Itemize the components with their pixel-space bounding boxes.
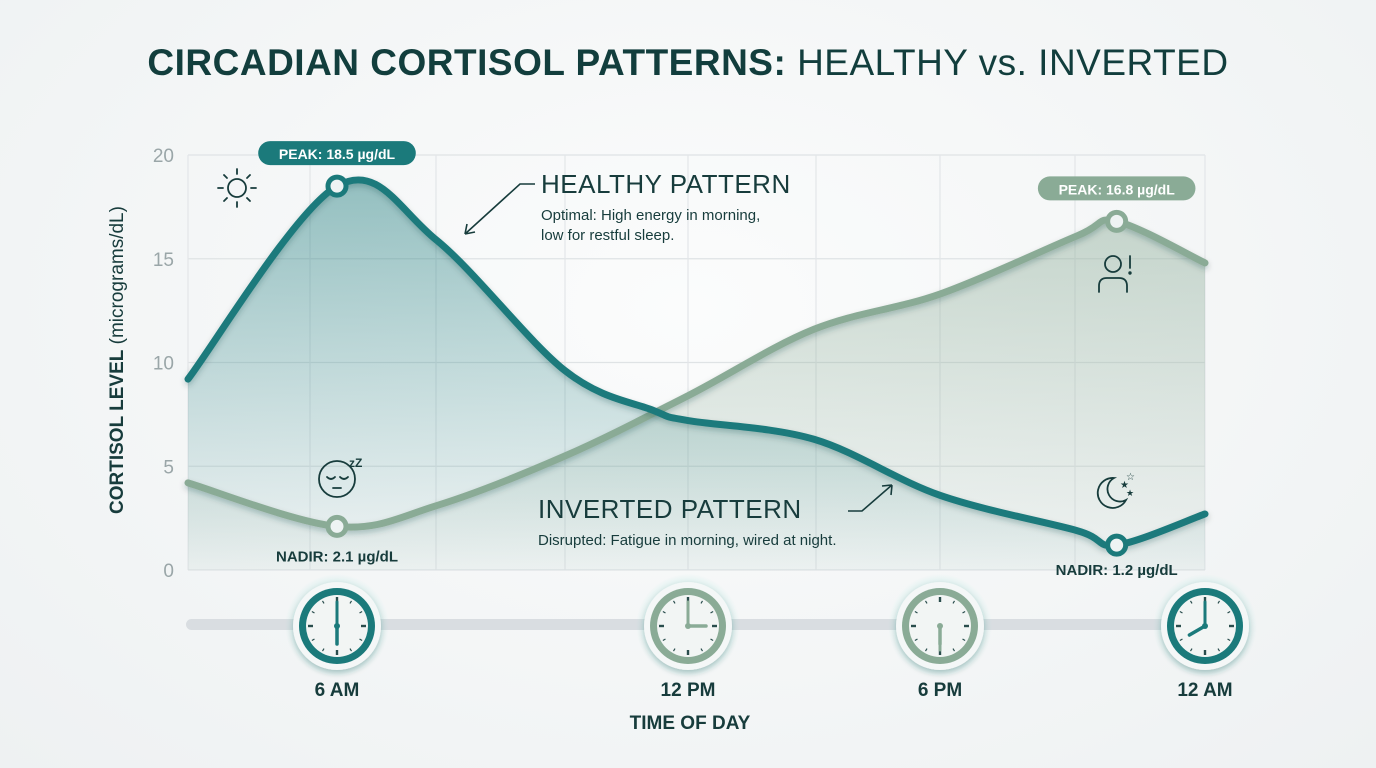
- clock-center: [1202, 623, 1208, 629]
- clock-tick: [1179, 638, 1183, 642]
- inverted-nadir-point: [325, 514, 349, 538]
- healthy-peak-label: PEAK: 18.5 µg/dL: [279, 146, 396, 162]
- clock-tick: [710, 610, 714, 614]
- clock-center: [685, 623, 691, 629]
- svg-text:★: ★: [1126, 488, 1134, 498]
- svg-text:★: ★: [1120, 480, 1129, 491]
- clock-icon: [1153, 574, 1257, 678]
- x-tick-label: 12 PM: [661, 680, 716, 701]
- clock-tick: [672, 648, 676, 652]
- clock-center: [937, 623, 943, 629]
- clock-tick: [311, 610, 315, 614]
- moon-stars-icon: ★☆★: [1096, 472, 1135, 509]
- clock-icon: [636, 574, 740, 678]
- clock-tick: [672, 600, 676, 604]
- healthy-series-line: [184, 176, 1209, 550]
- clock-tick: [321, 600, 325, 604]
- title-regular: HEALTHY vs. INVERTED: [797, 42, 1229, 83]
- clock-tick: [349, 600, 353, 604]
- clock-tick: [1189, 648, 1193, 652]
- clock-tick: [924, 600, 928, 604]
- clock-tick: [914, 610, 918, 614]
- title-bold: CIRCADIAN CORTISOL PATTERNS:: [147, 42, 787, 83]
- healthy-peak-label-bg: [258, 141, 416, 166]
- clock-tick: [311, 638, 315, 642]
- sleeping-face-icon: zZ: [318, 456, 362, 498]
- healthy-nadir-point: [1105, 533, 1129, 557]
- healthy-peak-point: [325, 174, 349, 198]
- clock-tick: [700, 648, 704, 652]
- inverted-arrow: [848, 484, 893, 512]
- svg-text:☆: ☆: [1126, 472, 1135, 483]
- clock-tick: [359, 638, 363, 642]
- clock-tick: [1227, 638, 1231, 642]
- healthy-legend-desc: Optimal: High energy in morning, low for …: [541, 206, 791, 246]
- healthy-desc-line2: low for restful sleep.: [541, 227, 675, 244]
- y-tick-label: 5: [163, 457, 174, 478]
- y-ticks: 0 5 10 15 20: [153, 146, 174, 582]
- svg-text:zZ: zZ: [349, 456, 362, 470]
- y-tick-label: 15: [153, 250, 174, 271]
- y-tick-label: 10: [153, 354, 174, 375]
- healthy-legend-title: HEALTHY PATTERN: [541, 169, 791, 199]
- inverted-peak-label: PEAK: 16.8 µg/dL: [1059, 181, 1176, 197]
- clock-tick: [662, 638, 666, 642]
- clock-icon: [888, 574, 992, 678]
- x-tick-label: 12 AM: [1177, 680, 1232, 701]
- x-tick-label: 6 PM: [918, 680, 962, 701]
- clock-tick: [662, 610, 666, 614]
- inverted-series-line: [184, 216, 1209, 531]
- healthy-nadir-label: NADIR: 1.2 µg/dL: [1056, 562, 1178, 579]
- clock-tick: [962, 610, 966, 614]
- healthy-area: [188, 179, 1205, 570]
- inverted-peak-point: [1105, 209, 1129, 233]
- clock-tick: [710, 638, 714, 642]
- x-tick-label: 6 AM: [315, 680, 360, 701]
- clock-tick: [914, 638, 918, 642]
- clock-tick: [1179, 610, 1183, 614]
- alert-person-icon: [1098, 255, 1132, 293]
- inverted-legend-desc: Disrupted: Fatigue in morning, wired at …: [538, 532, 837, 549]
- inverted-legend-title: INVERTED PATTERN: [538, 494, 802, 524]
- clock-tick: [321, 648, 325, 652]
- clock-tick: [359, 610, 363, 614]
- x-axis-label: TIME OF DAY: [630, 713, 751, 734]
- clock-tick: [952, 648, 956, 652]
- clock-tick: [349, 648, 353, 652]
- clock-tick: [924, 648, 928, 652]
- inverted-nadir-label: NADIR: 2.1 µg/dL: [276, 548, 398, 565]
- clock-tick: [1217, 600, 1221, 604]
- healthy-legend: HEALTHY PATTERN Optimal: High energy in …: [541, 169, 791, 246]
- chart-title: CIRCADIAN CORTISOL PATTERNS: HEALTHY vs.…: [0, 42, 1376, 84]
- clock-tick: [962, 638, 966, 642]
- inverted-legend: INVERTED PATTERN Disrupted: Fatigue in m…: [538, 494, 836, 551]
- y-tick-label: 0: [163, 561, 174, 582]
- clock-tick: [1189, 600, 1193, 604]
- inverted-peak-label-bg: [1037, 176, 1196, 201]
- clock-center: [334, 623, 340, 629]
- sun-icon: [217, 168, 257, 208]
- healthy-desc-line1: Optimal: High energy in morning,: [541, 207, 761, 224]
- y-tick-label: 20: [153, 146, 174, 167]
- clock-tick: [952, 600, 956, 604]
- clock-tick: [700, 600, 704, 604]
- clock-tick: [1217, 648, 1221, 652]
- clock-tick: [1227, 610, 1231, 614]
- healthy-arrow: [464, 183, 535, 235]
- clock-icon: [285, 574, 389, 678]
